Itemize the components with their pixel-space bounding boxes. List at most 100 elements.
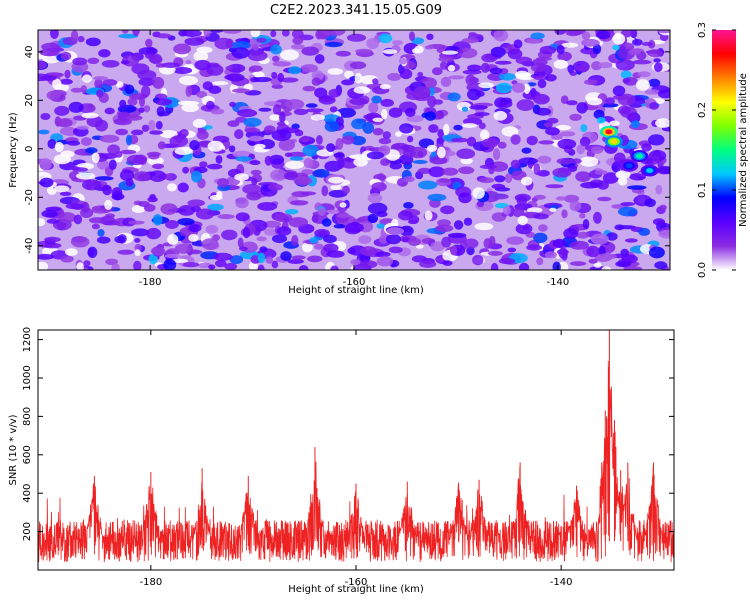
- heatmap-cell: [93, 76, 109, 81]
- heatmap-cell: [349, 97, 368, 106]
- heatmap-cell: [181, 103, 199, 113]
- heatmap-cell: [545, 127, 560, 136]
- heatmap-cell: [538, 140, 555, 145]
- heatmap-cell: [117, 249, 135, 255]
- heatmap-cell: [127, 97, 138, 106]
- heatmap-cell: [250, 30, 261, 38]
- heatmap-cell: [289, 156, 304, 161]
- heatmap-cell: [124, 84, 135, 95]
- heatmap-cell: [533, 213, 549, 220]
- heatmap-cell: [269, 154, 285, 165]
- heatmap-cell: [134, 243, 142, 252]
- heatmap-cell: [511, 82, 526, 93]
- heatmap-cell: [615, 59, 635, 71]
- heatmap-cell: [367, 193, 383, 204]
- heatmap-cell: [581, 38, 600, 47]
- heatmap-cell: [358, 235, 372, 244]
- heatmap-cell: [421, 238, 436, 244]
- heatmap-cell: [167, 234, 179, 245]
- heatmap-cell: [326, 143, 336, 153]
- heatmap-cell: [526, 207, 543, 213]
- heatmap-cell: [388, 107, 403, 118]
- heatmap-cell: [337, 206, 347, 213]
- heatmap-cell: [521, 147, 532, 154]
- heatmap-cell: [350, 259, 361, 266]
- heatmap-cell: [579, 156, 599, 167]
- heatmap-cell: [256, 37, 267, 43]
- heatmap-cell: [324, 41, 343, 48]
- heatmap-cell: [202, 125, 213, 130]
- heatmap-cell: [234, 129, 244, 140]
- snr-y-ticks: 200 400 600 800 1000 1200: [22, 327, 674, 541]
- heatmap-cell: [655, 118, 670, 128]
- heatmap-cell: [571, 158, 582, 164]
- heatmap-cell: [579, 136, 591, 147]
- heatmap-cell: [257, 202, 278, 211]
- heatmap-cell: [179, 129, 189, 138]
- heatmap-cell: [622, 77, 631, 84]
- heatmap-hotspot-core: [625, 163, 633, 169]
- heatmap-cell: [453, 220, 464, 230]
- heatmap-cell: [288, 217, 309, 228]
- heatmap-cell: [593, 211, 602, 224]
- heatmap-cell: [305, 108, 324, 113]
- heatmap-cell: [333, 152, 345, 158]
- heatmap-cell: [581, 31, 591, 41]
- heatmap-cell: [451, 137, 469, 143]
- heatmap-cell: [39, 177, 54, 188]
- heatmap-cell: [648, 78, 661, 87]
- heatmap-cell: [386, 227, 405, 235]
- heatmap-cell: [418, 180, 438, 190]
- heatmap-cell: [526, 135, 538, 146]
- heatmap-cell: [628, 48, 642, 56]
- heatmap-cell: [503, 205, 511, 215]
- heatmap-cell: [436, 137, 445, 144]
- heatmap-cell: [601, 266, 612, 270]
- heatmap-cell: [440, 205, 455, 215]
- heatmap-cell: [483, 238, 493, 249]
- heatmap-cell: [159, 130, 178, 138]
- heatmap-cell: [54, 105, 70, 116]
- heatmap-cell: [376, 211, 388, 218]
- heatmap-cell: [148, 119, 156, 132]
- heatmap-cell: [102, 184, 112, 196]
- heatmap-cell: [155, 98, 173, 106]
- heatmap-cell: [443, 123, 450, 136]
- heatmap-cell: [120, 149, 137, 155]
- heatmap-cell: [127, 220, 145, 225]
- heatmap-cell: [510, 159, 521, 169]
- heatmap-cell: [382, 49, 398, 55]
- heatmap-cell: [149, 54, 163, 65]
- heatmap-cell: [77, 35, 85, 43]
- heatmap-cell: [323, 234, 337, 243]
- heatmap-cell: [648, 246, 665, 259]
- heatmap-cell: [155, 63, 167, 68]
- heatmap-cell: [212, 81, 229, 86]
- snr-panel: -180 -160 -140 200 400 600 800 1000 1200 Height…: [8, 327, 675, 595]
- heatmap-cell: [481, 138, 499, 148]
- heatmap-cell: [210, 108, 225, 115]
- heatmap-cell: [498, 73, 516, 81]
- snr-y-label: SNR (10 * v/v): [8, 414, 19, 485]
- heatmap-cell: [407, 219, 419, 225]
- heatmap-cell: [38, 218, 46, 227]
- heatmap-cell: [270, 44, 282, 55]
- heatmap-cell: [287, 259, 304, 264]
- heatmap-cell: [478, 82, 494, 89]
- y-tick-label: 20: [24, 94, 35, 107]
- heatmap-cell: [533, 232, 548, 243]
- heatmap-cell: [463, 217, 473, 226]
- heatmap-cell: [65, 248, 78, 256]
- heatmap-cell: [467, 64, 482, 72]
- heatmap-cell: [302, 144, 320, 157]
- heatmap-cell: [513, 39, 523, 49]
- heatmap-cell: [132, 30, 140, 36]
- heatmap-cell: [54, 185, 70, 192]
- heatmap-cell: [232, 41, 251, 50]
- heatmap-cell: [576, 102, 588, 114]
- heatmap-cell: [285, 209, 299, 215]
- heatmap-cell: [99, 134, 120, 143]
- heatmap-cell: [91, 223, 100, 230]
- heatmap-cell: [138, 201, 150, 207]
- heatmap-panel: -180 -160 -140 -40 -20 0 20 40 Height of strai…: [8, 29, 671, 296]
